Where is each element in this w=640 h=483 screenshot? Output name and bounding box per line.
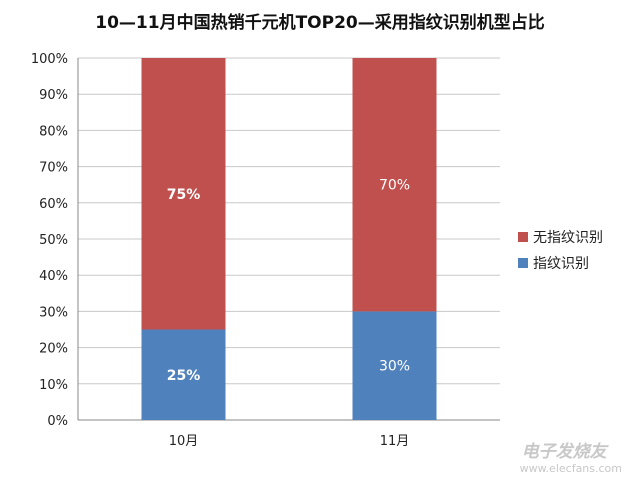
y-tick-label: 60% [39, 197, 68, 212]
y-tick-label: 40% [39, 269, 68, 284]
legend-label: 无指纹识别 [533, 230, 603, 246]
data-label: 30% [379, 359, 410, 375]
y-tick-label: 80% [39, 124, 68, 139]
y-tick-label: 90% [39, 88, 68, 103]
bar-segment [352, 311, 437, 420]
x-tick-label: 10月 [169, 434, 199, 449]
legend-swatch [518, 232, 528, 242]
data-label: 25% [167, 368, 201, 384]
y-tick-label: 100% [31, 52, 68, 67]
legend-label: 指纹识别 [533, 256, 589, 272]
y-tick-label: 50% [39, 233, 68, 248]
y-tick-label: 20% [39, 342, 68, 357]
watermark-url: www.elecfans.com [519, 462, 622, 475]
bar-segment [352, 58, 437, 312]
chart-title: 10—11月中国热销千元机TOP20—采用指纹识别机型占比 [95, 13, 545, 33]
x-tick-label: 11月 [380, 434, 410, 449]
watermark-name: 电子发烧友 [521, 442, 607, 462]
bar-segment [141, 58, 226, 330]
watermark-logo: 电子发烧友 www.elecfans.com [480, 437, 622, 475]
y-tick-label: 30% [39, 305, 68, 320]
data-label: 75% [167, 187, 201, 203]
legend-swatch [518, 258, 528, 268]
bar-segment [141, 329, 226, 420]
data-label: 70% [379, 178, 410, 194]
y-tick-label: 10% [39, 378, 68, 393]
y-tick-label: 70% [39, 161, 68, 176]
y-tick-label: 0% [47, 414, 68, 429]
